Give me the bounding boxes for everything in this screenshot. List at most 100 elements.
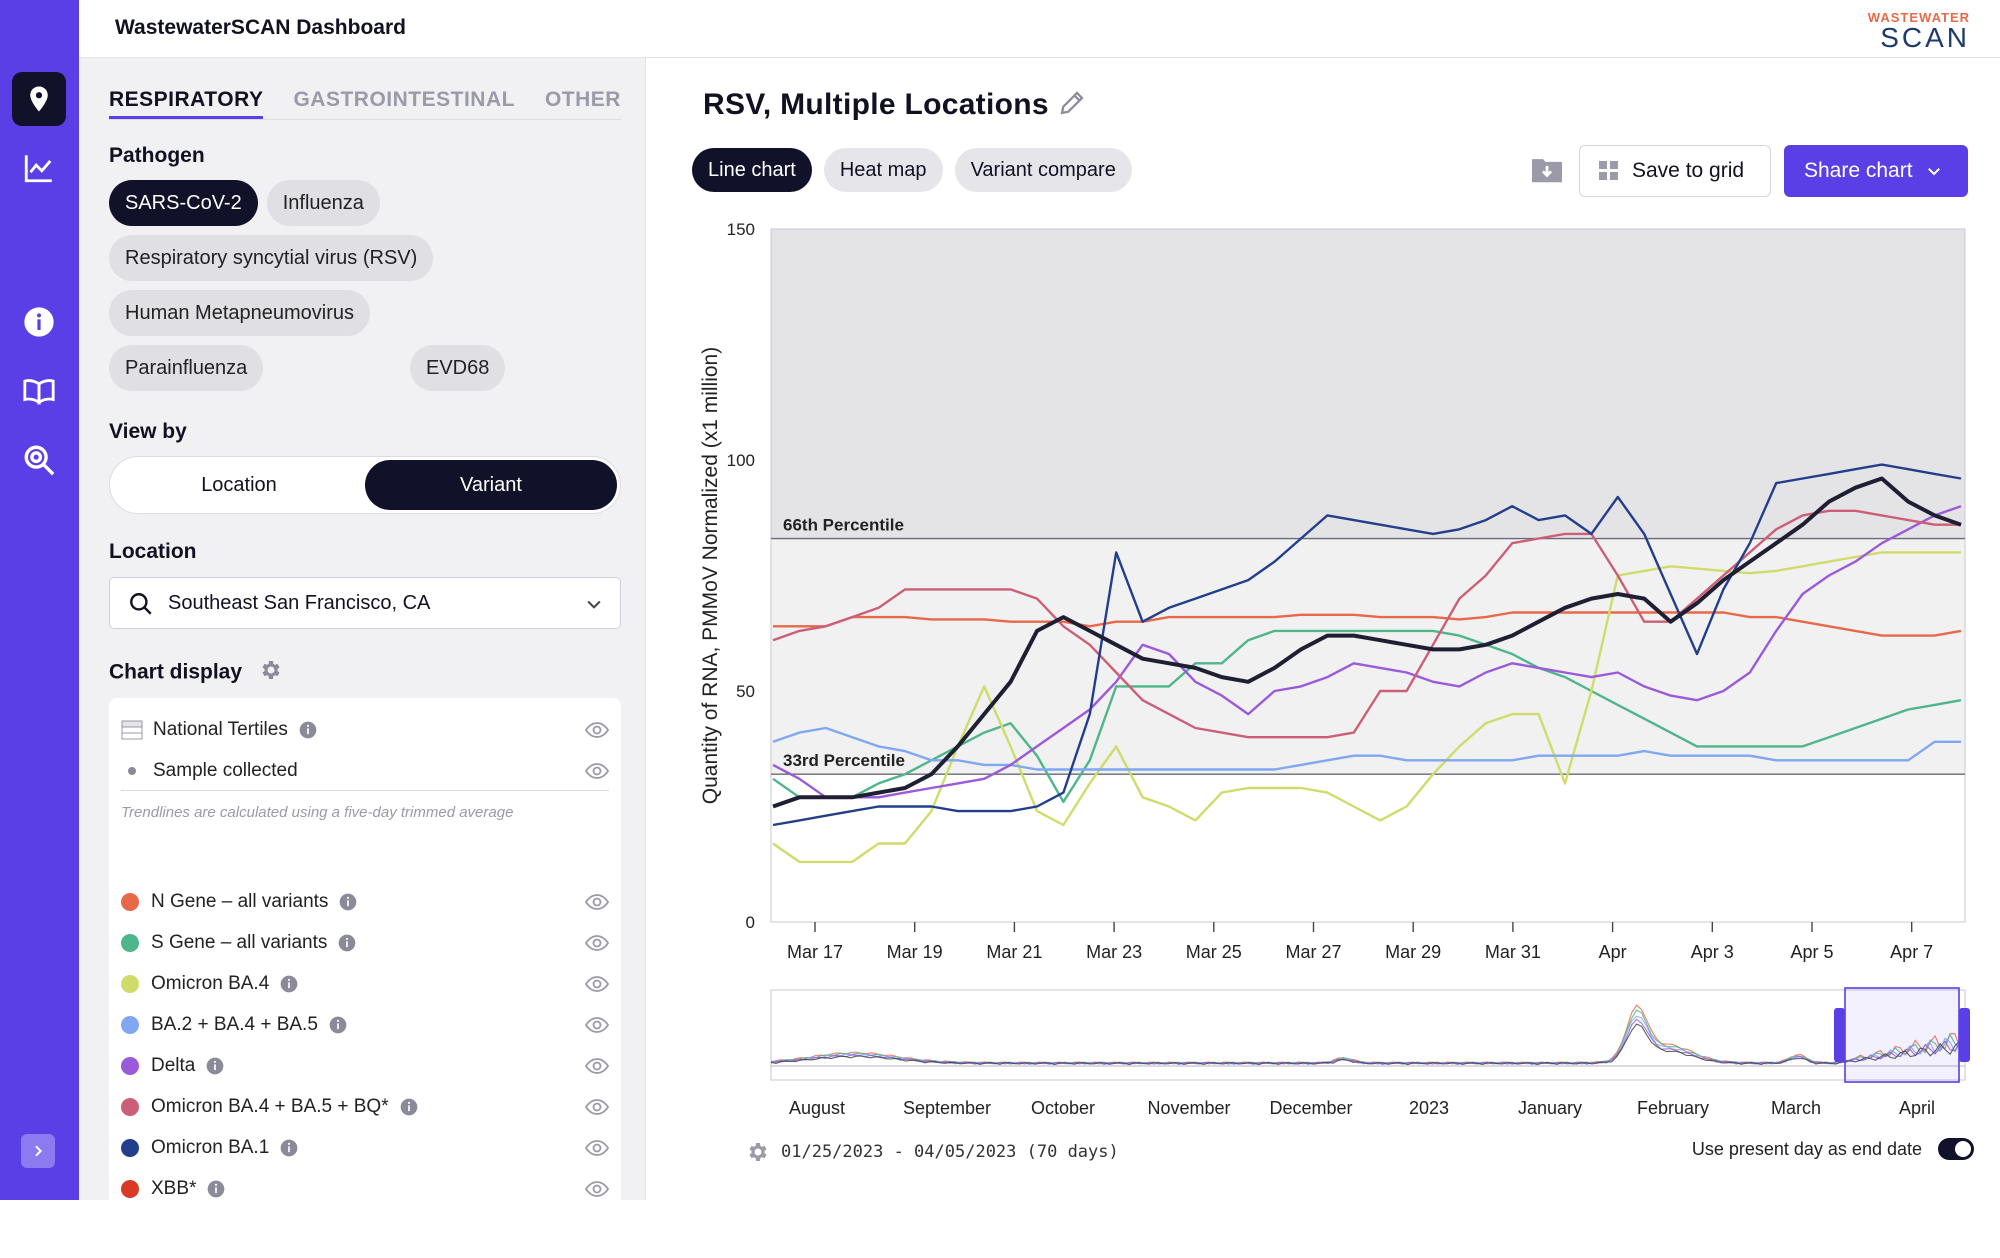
info-icon[interactable] <box>399 1097 419 1117</box>
legend-label: BA.2 + BA.4 + BA.5 <box>151 1014 318 1035</box>
wastewaterscan-logo[interactable]: WASTEWATER SCAN <box>1867 10 1970 53</box>
x-tick-label: Mar 21 <box>986 942 1042 962</box>
series-color-dot <box>121 1139 139 1157</box>
series-color-dot <box>121 975 139 993</box>
chip-sars-cov-2[interactable]: SARS-CoV-2 <box>109 180 258 226</box>
legend-item[interactable]: Omicron BA.4 <box>121 968 610 1000</box>
share-chart-button[interactable]: Share chart <box>1784 145 1968 197</box>
grid-icon <box>1599 161 1618 180</box>
navigator-label: February <box>1637 1098 1709 1118</box>
legend-label: N Gene – all variants <box>151 891 329 912</box>
gear-icon[interactable] <box>745 1140 769 1164</box>
series-color-dot <box>121 1180 139 1198</box>
info-icon[interactable] <box>12 295 66 349</box>
legend-item[interactable]: Delta <box>121 1050 610 1082</box>
present-day-toggle[interactable] <box>1938 1138 1974 1160</box>
series-color-dot <box>121 1098 139 1116</box>
navigator-label: March <box>1771 1098 1821 1118</box>
series-line <box>772 509 1961 739</box>
info-icon[interactable] <box>279 974 299 994</box>
legend-item[interactable]: S Gene – all variants <box>121 927 610 959</box>
eye-icon[interactable] <box>584 1138 610 1164</box>
navigator-label: October <box>1031 1098 1095 1118</box>
legend-label: Omicron BA.4 + BA.5 + BQ* <box>151 1096 389 1117</box>
legend-item[interactable]: XBB* <box>121 1173 610 1205</box>
y-tick-label: 150 <box>727 220 755 239</box>
present-day-label: Use present day as end date <box>1691 1138 1922 1159</box>
chart-area: RSV, Multiple Locations Line chart Heat … <box>647 58 2000 1200</box>
chart-type-variant-compare[interactable]: Variant compare <box>954 148 1132 192</box>
eye-icon[interactable] <box>584 1097 610 1123</box>
eye-icon[interactable] <box>584 892 610 918</box>
navigator-frame <box>770 989 1966 1081</box>
chart-type-line[interactable]: Line chart <box>692 148 812 192</box>
info-icon[interactable] <box>337 933 357 953</box>
eye-icon[interactable] <box>584 1015 610 1041</box>
legend-label: S Gene – all variants <box>151 932 328 953</box>
series-color-dot <box>121 1057 139 1075</box>
tab-respiratory[interactable]: RESPIRATORY <box>109 76 264 119</box>
x-tick-label: Mar 25 <box>1186 942 1242 962</box>
navigator-handle-right <box>1959 1008 1970 1062</box>
eye-icon[interactable] <box>584 761 610 787</box>
tab-gastrointestinal[interactable]: GASTROINTESTINAL <box>293 88 515 111</box>
chip-rsv[interactable]: Respiratory syncytial virus (RSV) <box>109 235 434 281</box>
eye-icon[interactable] <box>584 1056 610 1082</box>
eye-icon[interactable] <box>584 1179 610 1205</box>
map-pin-icon[interactable] <box>12 72 66 126</box>
legend-item[interactable]: BA.2 + BA.4 + BA.5 <box>121 1009 610 1041</box>
top-bar: WastewaterSCAN Dashboard WASTEWATER SCAN <box>79 0 2000 58</box>
legend-item[interactable]: Omicron BA.1 <box>121 1132 610 1164</box>
x-tick-label: Apr <box>1599 942 1627 962</box>
info-icon[interactable] <box>328 1015 348 1035</box>
x-tick-label: Apr 7 <box>1890 942 1933 962</box>
chip-parainfluenza[interactable]: Parainfluenza <box>109 345 264 391</box>
chip-hmpv[interactable]: Human Metapneumovirus <box>109 290 370 336</box>
legend-item[interactable]: N Gene – all variants <box>121 886 610 918</box>
chip-influenza[interactable]: Influenza <box>266 180 380 226</box>
eye-icon[interactable] <box>584 933 610 959</box>
logo-line1: WASTEWATER <box>1867 10 1970 25</box>
save-to-grid-button[interactable]: Save to grid <box>1579 145 1771 197</box>
line-chart[interactable]: 66th Percentile 33rd Percentile 0 50 100 150 Q… <box>647 58 2000 1128</box>
view-by-toggle: Location Variant <box>109 456 621 514</box>
gear-icon[interactable] <box>258 658 282 688</box>
chevron-down-icon <box>584 594 604 619</box>
chart-display-heading: Chart display <box>109 658 282 688</box>
x-tick-label: Mar 23 <box>1086 942 1142 962</box>
series-color-dot <box>121 1016 139 1034</box>
y-tick-label: 0 <box>746 913 755 932</box>
legend-label: Delta <box>151 1055 196 1076</box>
info-icon[interactable] <box>206 1179 226 1199</box>
x-tick-label: Mar 29 <box>1385 942 1441 962</box>
view-by-variant[interactable]: Variant <box>365 460 617 510</box>
logo-line2: SCAN <box>1880 22 1970 53</box>
download-icon[interactable] <box>1523 146 1571 194</box>
tab-other[interactable]: OTHER <box>544 88 621 111</box>
info-icon[interactable] <box>205 1056 225 1076</box>
x-tick-label: Mar 19 <box>887 942 943 962</box>
location-select[interactable]: Southeast San Francisco, CA <box>109 577 621 629</box>
location-value: Southeast San Francisco, CA <box>168 592 431 614</box>
chart-type-heatmap[interactable]: Heat map <box>823 148 943 192</box>
legend-item[interactable]: Omicron BA.4 + BA.5 + BQ* <box>121 1091 610 1123</box>
trendline-note: Trendlines are calculated using a five-d… <box>121 804 514 821</box>
chip-evd68[interactable]: EVD68 <box>410 345 506 391</box>
y-axis-label: Quantity of RNA, PMMoV Normalized (x1 mi… <box>699 347 722 804</box>
navigator-label: 2023 <box>1409 1098 1449 1118</box>
info-icon[interactable] <box>338 892 358 912</box>
view-by-location[interactable]: Location <box>201 474 277 496</box>
line-chart-icon[interactable] <box>12 141 66 195</box>
eye-icon[interactable] <box>584 720 610 746</box>
eye-icon[interactable] <box>584 974 610 1000</box>
info-icon[interactable] <box>279 1138 299 1158</box>
info-icon[interactable] <box>298 720 318 740</box>
expand-icon[interactable] <box>21 1134 55 1168</box>
search-zoom-icon[interactable] <box>12 433 66 487</box>
book-icon[interactable] <box>12 364 66 418</box>
chart-title: RSV, Multiple Locations <box>703 88 1049 121</box>
chevron-down-icon <box>1927 168 1940 176</box>
toggle-sample-collected[interactable]: Sample collected <box>121 755 610 787</box>
toggle-national-tertiles[interactable]: National Tertiles <box>121 714 610 746</box>
pencil-icon[interactable] <box>1057 88 1087 123</box>
